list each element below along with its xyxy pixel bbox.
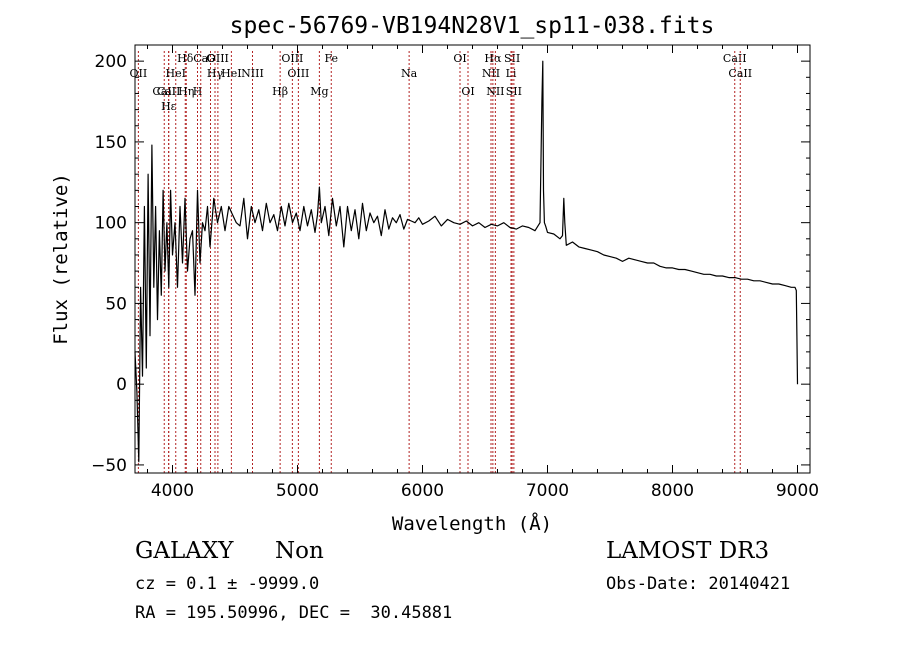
x-tick-label: 8000 <box>651 481 694 501</box>
spectral-line-label: NII <box>486 85 504 98</box>
chart-title: spec-56769-VB194N28V1_sp11-038.fits <box>230 13 715 39</box>
spectral-line-label: Hδ <box>177 52 194 65</box>
x-axis: 4000 5000 6000 7000 8000 9000 <box>147 45 819 501</box>
obs-date: Obs-Date: 20140421 <box>606 574 791 594</box>
spectral-line-label: OIII <box>281 52 303 65</box>
x-tick-label: 4000 <box>151 481 194 501</box>
spectral-line-label: NII <box>482 67 500 80</box>
x-tick-label: 6000 <box>401 481 444 501</box>
y-tick-label: 0 <box>116 375 127 395</box>
y-tick-label: −50 <box>91 456 127 476</box>
spectrum-series <box>134 60 799 463</box>
y-tick-label: 50 <box>105 294 127 314</box>
x-axis-label: Wavelength (Å) <box>392 512 552 535</box>
spectral-line-label: HeI <box>221 67 241 80</box>
spectral-line-label: Li <box>506 67 517 80</box>
spectral-line-label: H <box>193 85 203 98</box>
spectral-line-label: Hα <box>484 52 502 65</box>
y-axis: −50 0 50 100 150 200 <box>91 52 810 476</box>
spectral-line-label: Na <box>401 67 418 80</box>
spectral-line-label: OIII <box>287 67 309 80</box>
spectral-line-label: Fe <box>324 52 338 65</box>
spectral-line-label: CaII <box>728 67 752 80</box>
spectral-line-label: G <box>206 52 215 65</box>
spectrum-line <box>134 60 799 463</box>
spectral-line-label: Hβ <box>272 85 288 98</box>
ra-dec: RA = 195.50996, DEC = 30.45881 <box>135 603 453 623</box>
spectral-line-label: Hη <box>178 85 194 98</box>
spectral-line-label: HeI <box>166 67 186 80</box>
x-tick-label: 9000 <box>776 481 819 501</box>
redshift-cz: cz = 0.1 ± -9999.0 <box>135 574 320 594</box>
spectral-line-label: NIII <box>241 67 264 80</box>
spectral-line-label: CaII <box>723 52 747 65</box>
object-subclass: Non <box>275 538 324 564</box>
spectral-line-label: OII <box>130 67 148 80</box>
object-class: GALAXY <box>135 538 234 564</box>
x-tick-label: 7000 <box>526 481 569 501</box>
spectral-line-label: OI <box>461 85 474 98</box>
spectral-line-label: SII <box>504 52 520 65</box>
spectral-line-label: SII <box>506 85 522 98</box>
spectral-line-label: OIII <box>207 52 229 65</box>
plot-frame <box>134 44 811 474</box>
spectral-line-label: Mg <box>310 85 328 98</box>
y-tick-label: 150 <box>95 133 127 153</box>
survey-name: LAMOST DR3 <box>606 538 770 564</box>
spectral-line-label: Hε <box>161 100 177 113</box>
y-axis-label: Flux (relative) <box>50 173 72 345</box>
x-tick-label: 5000 <box>276 481 319 501</box>
spectral-line-label: OI <box>453 52 466 65</box>
y-tick-label: 200 <box>95 52 127 72</box>
spectral-line-label: Ca <box>193 52 208 65</box>
spectral-line-label: CaII <box>152 85 176 98</box>
y-tick-label: 100 <box>95 214 127 234</box>
spectral-line-label: Hγ <box>207 67 224 80</box>
